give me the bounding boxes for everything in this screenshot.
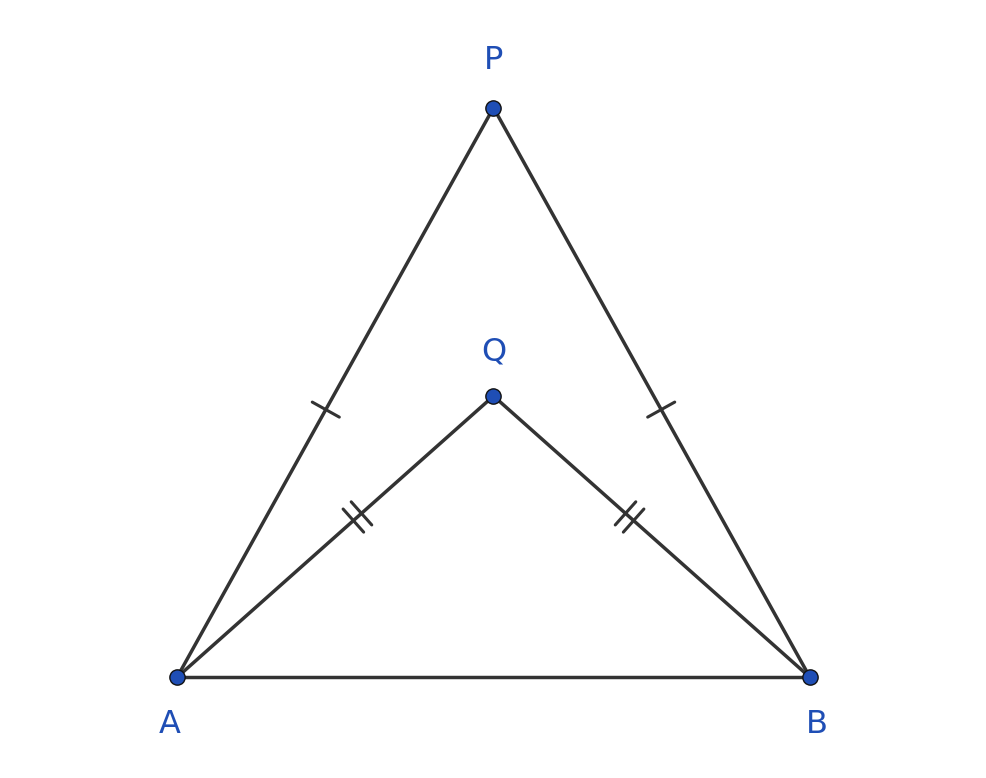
Text: B: B [806,709,827,740]
Text: Q: Q [480,337,506,367]
Text: P: P [483,45,503,76]
Text: A: A [159,709,180,740]
